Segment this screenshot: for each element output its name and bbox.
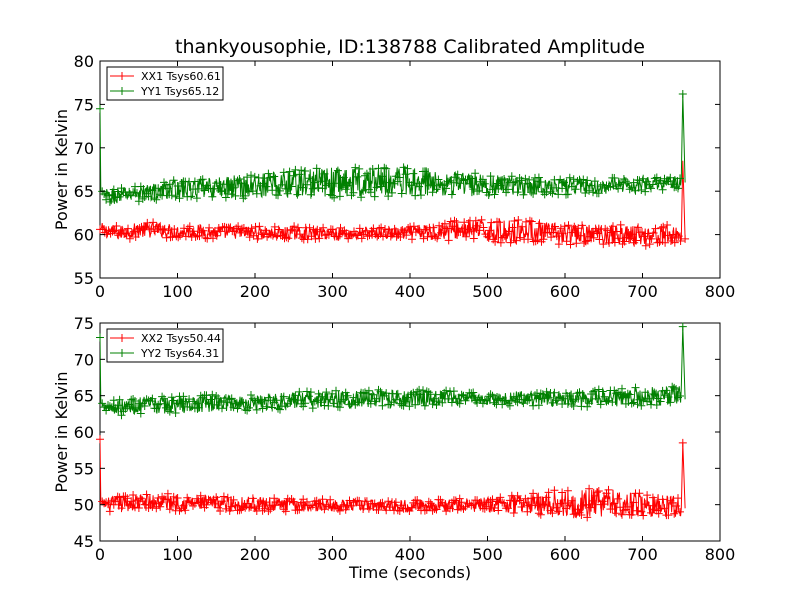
x-tick-label: 700 [627,545,658,564]
series-xx2-markers [96,435,687,522]
legend-label: XX2 Tsys50.44 [141,332,221,345]
y-tick-label: 60 [74,226,94,245]
y-tick-label: 50 [74,496,94,515]
y-tick-label: 70 [74,139,94,158]
plot-panel-bottom: 0 100 200 300 400 500 600 700 800 45 50 55 60 65 70 75 P… [52,314,735,564]
x-tick-label: 100 [162,545,193,564]
x-tick-label: 600 [550,545,581,564]
y-axis-label: Power in Kelvin [52,371,71,492]
legend-label: XX1 Tsys60.61 [141,70,221,83]
legend-marker [118,349,126,357]
x-tick-label: 0 [95,282,105,301]
y-tick-label: 80 [74,52,94,71]
x-tick-label: 200 [240,545,271,564]
legend-box [106,328,224,363]
legend-marker [118,334,126,342]
x-tick-label: 400 [395,545,426,564]
y-tick-label: 65 [74,387,94,406]
y-axis-label: Power in Kelvin [52,109,71,230]
y-tick-label: 55 [74,459,94,478]
legend-box [106,66,224,101]
x-axis-label: Time (seconds) [348,563,471,582]
y-tick-label: 60 [74,423,94,442]
chart-title: thankyousophie, ID:138788 Calibrated Amp… [175,36,645,58]
legend-marker [118,87,126,95]
legend-marker [118,72,126,80]
x-tick-label: 300 [317,282,348,301]
legend-label: YY1 Tsys65.12 [140,85,219,98]
x-tick-label: 600 [550,282,581,301]
legend: XX2 Tsys50.44 YY2 Tsys64.31 [106,328,224,363]
x-tick-label: 100 [162,282,193,301]
y-tick-label: 75 [74,95,94,114]
x-tick-label: 500 [472,545,503,564]
x-tick-label: 0 [95,545,105,564]
x-tick-label: 400 [395,282,426,301]
plot-panel-top: 0 100 200 300 400 500 600 700 800 55 60 65 70 75 80 Pow… [52,52,735,301]
x-tick-label: 800 [705,282,736,301]
y-tick-label: 55 [74,269,94,288]
y-tick-label: 75 [74,314,94,333]
x-tick-label: 500 [472,282,503,301]
x-tick-label: 800 [705,545,736,564]
legend: XX1 Tsys60.61 YY1 Tsys65.12 [106,66,224,101]
y-tick-label: 65 [74,182,94,201]
series-yy1-markers [96,90,687,206]
series-yy2-markers [96,322,687,420]
x-tick-label: 200 [240,282,271,301]
series-xx1-markers [96,215,690,250]
y-tick-label: 70 [74,350,94,369]
x-tick-label: 300 [317,545,348,564]
legend-label: YY2 Tsys64.31 [140,347,219,360]
x-tick-label: 700 [627,282,658,301]
y-tick-label: 45 [74,532,94,551]
